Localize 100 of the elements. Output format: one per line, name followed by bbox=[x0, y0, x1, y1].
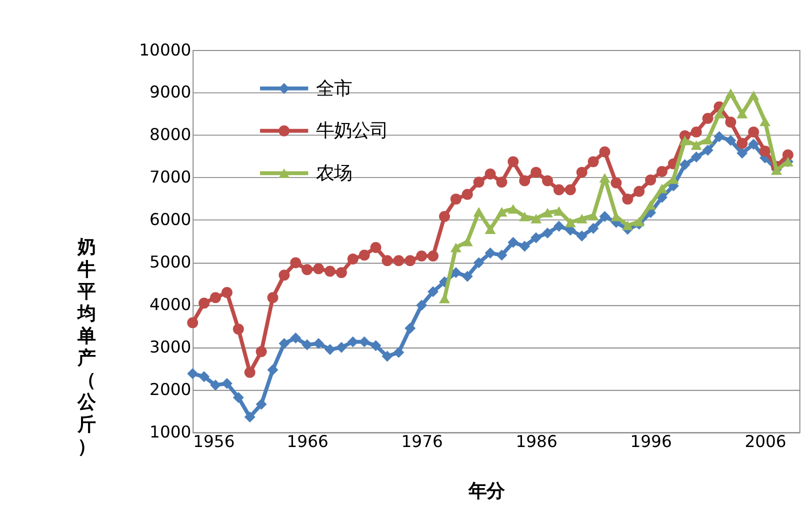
point bbox=[187, 317, 198, 328]
point bbox=[336, 342, 347, 353]
point bbox=[290, 257, 302, 268]
x-tick-label: 1966 bbox=[286, 432, 328, 452]
point bbox=[690, 140, 702, 150]
point bbox=[519, 212, 530, 222]
point bbox=[416, 300, 428, 311]
point bbox=[748, 138, 760, 150]
y-tick-label: 3000 bbox=[150, 338, 192, 357]
y-tick-label: 4000 bbox=[150, 295, 192, 314]
point bbox=[210, 292, 222, 304]
y-tick-label: 5000 bbox=[150, 252, 192, 272]
y-tick-label: 2000 bbox=[150, 380, 192, 400]
point bbox=[725, 88, 736, 98]
point bbox=[256, 346, 267, 358]
point bbox=[484, 224, 496, 234]
point bbox=[542, 228, 553, 239]
point bbox=[484, 248, 496, 259]
legend-label: 农场 bbox=[316, 163, 352, 184]
y-tick-label: 9000 bbox=[150, 82, 192, 102]
point bbox=[347, 336, 358, 348]
y-tick-label: 10000 bbox=[139, 40, 192, 60]
point bbox=[278, 270, 290, 281]
point bbox=[267, 292, 278, 304]
point bbox=[473, 176, 484, 188]
point bbox=[519, 240, 530, 252]
point bbox=[313, 263, 324, 274]
point bbox=[450, 194, 462, 205]
point bbox=[656, 166, 668, 177]
point bbox=[702, 134, 714, 144]
point bbox=[760, 116, 771, 126]
point bbox=[370, 242, 382, 253]
text: 奶牛平均单产（公斤） bbox=[78, 237, 96, 458]
point bbox=[244, 412, 256, 422]
point bbox=[645, 174, 656, 186]
point bbox=[232, 392, 244, 403]
point bbox=[382, 350, 393, 362]
point bbox=[553, 184, 564, 196]
point bbox=[221, 378, 232, 389]
y-tick-label: 6000 bbox=[150, 210, 192, 230]
point bbox=[508, 236, 519, 248]
point bbox=[588, 210, 599, 220]
point bbox=[714, 131, 725, 142]
point bbox=[496, 176, 508, 188]
point bbox=[634, 216, 645, 226]
point bbox=[404, 322, 416, 334]
point bbox=[302, 264, 313, 276]
point bbox=[393, 255, 404, 266]
legend-label: 全市 bbox=[316, 78, 352, 100]
point bbox=[496, 207, 508, 217]
point bbox=[564, 184, 576, 196]
point bbox=[690, 126, 702, 138]
point bbox=[530, 214, 542, 224]
y-tick-label: 1000 bbox=[150, 422, 192, 442]
point bbox=[462, 270, 473, 282]
legend-label: 牛奶公司 bbox=[316, 120, 388, 142]
point bbox=[198, 298, 210, 309]
x-tick-label: 2006 bbox=[744, 432, 786, 452]
x-tick-label: 1976 bbox=[401, 432, 443, 452]
point bbox=[473, 257, 484, 268]
point bbox=[530, 232, 542, 244]
point bbox=[324, 266, 336, 277]
point bbox=[736, 108, 748, 118]
point bbox=[736, 148, 748, 159]
point bbox=[622, 194, 634, 205]
point bbox=[462, 188, 473, 200]
point bbox=[610, 177, 622, 188]
point bbox=[748, 126, 760, 138]
point bbox=[530, 166, 542, 178]
point bbox=[244, 366, 256, 378]
point bbox=[588, 156, 599, 168]
point bbox=[450, 242, 462, 252]
point bbox=[508, 156, 519, 168]
point bbox=[599, 146, 610, 158]
point bbox=[576, 230, 588, 242]
point bbox=[221, 287, 232, 298]
x-tick-label: 1996 bbox=[630, 432, 672, 452]
point bbox=[656, 184, 668, 194]
point bbox=[370, 340, 382, 352]
point bbox=[599, 210, 610, 222]
point bbox=[267, 364, 278, 376]
x-tick-label: 1956 bbox=[193, 432, 235, 452]
point bbox=[428, 250, 439, 262]
point bbox=[393, 346, 404, 358]
point bbox=[438, 211, 450, 222]
point bbox=[542, 175, 553, 186]
point bbox=[462, 236, 473, 246]
point bbox=[782, 149, 794, 160]
point bbox=[256, 398, 267, 410]
point bbox=[198, 371, 210, 382]
point bbox=[553, 220, 564, 232]
point bbox=[645, 200, 656, 210]
point bbox=[496, 250, 508, 261]
point bbox=[634, 186, 645, 197]
point bbox=[622, 220, 634, 230]
x-tick-label: 1986 bbox=[516, 432, 558, 452]
point bbox=[564, 218, 576, 228]
point bbox=[187, 368, 198, 380]
point bbox=[416, 250, 428, 262]
point bbox=[702, 112, 714, 124]
